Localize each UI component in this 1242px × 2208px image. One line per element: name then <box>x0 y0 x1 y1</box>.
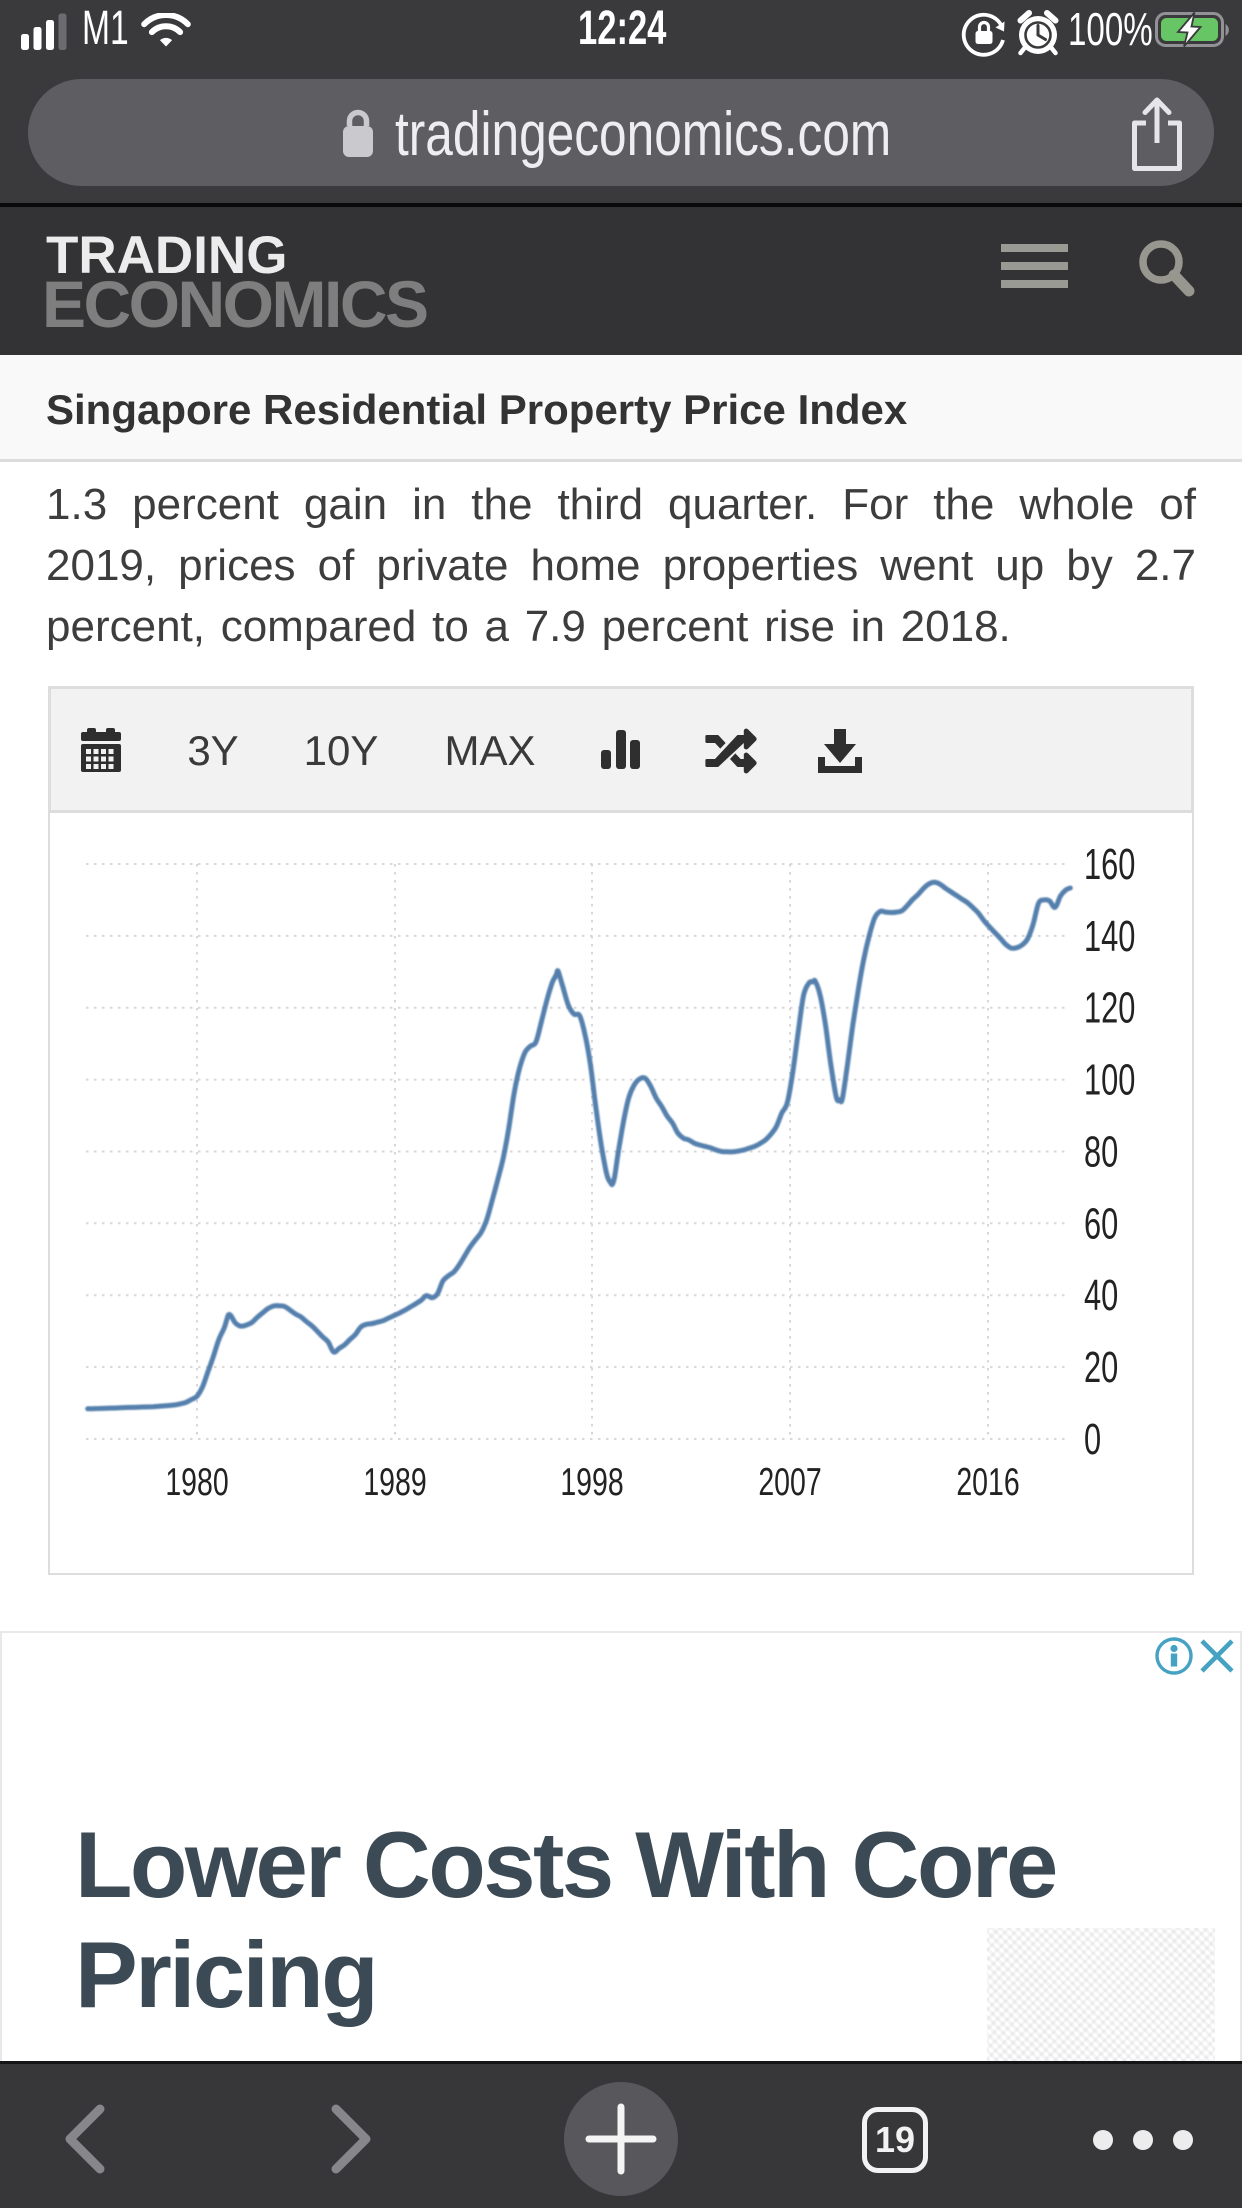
svg-text:80: 80 <box>1084 1128 1118 1177</box>
svg-text:1998: 1998 <box>560 1461 623 1504</box>
svg-text:1980: 1980 <box>165 1461 228 1504</box>
svg-text:20: 20 <box>1084 1344 1118 1393</box>
svg-text:120: 120 <box>1084 984 1135 1033</box>
svg-text:60: 60 <box>1084 1200 1118 1249</box>
svg-text:2007: 2007 <box>758 1461 821 1504</box>
svg-text:100: 100 <box>1084 1056 1135 1105</box>
svg-text:1989: 1989 <box>363 1461 426 1504</box>
svg-text:160: 160 <box>1084 841 1135 890</box>
svg-text:0: 0 <box>1084 1416 1101 1465</box>
svg-text:40: 40 <box>1084 1272 1118 1321</box>
svg-text:2016: 2016 <box>956 1461 1019 1504</box>
svg-text:140: 140 <box>1084 913 1135 962</box>
